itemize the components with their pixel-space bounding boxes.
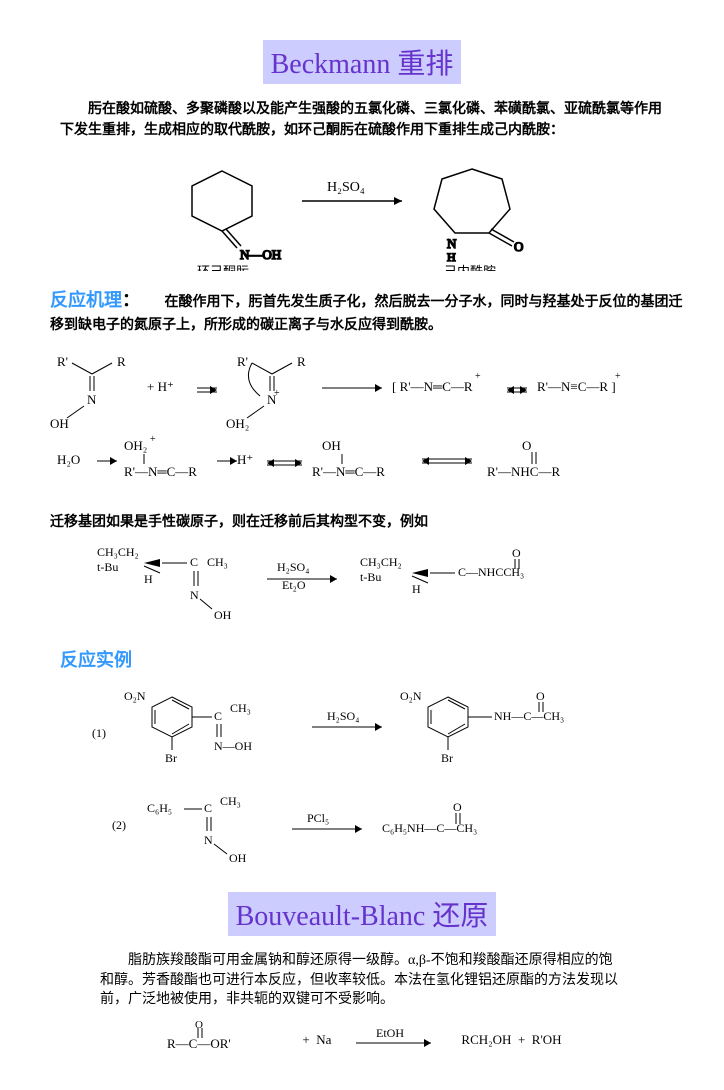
svg-text:O₂N: O₂N bbox=[400, 689, 422, 703]
example-2-scheme: (2) C₆H₅ C CH₃ N OH PCl₅ C₆H₅NH—C—CH₃ O bbox=[82, 787, 642, 872]
svg-text:+: + bbox=[615, 371, 621, 382]
svg-text:H⁺: H⁺ bbox=[237, 452, 253, 467]
right-label: 己内酰胺 bbox=[444, 264, 496, 271]
bb-plus: + Na bbox=[302, 1032, 331, 1048]
mechanism-text: 在酸作用下，肟首先发生质子化，然后脱去一分子水，同时与羟基处于反位的基团迁移到缺… bbox=[50, 295, 683, 333]
svg-text:[ R'—N═C—R: [ R'—N═C—R bbox=[392, 379, 473, 394]
svg-text:OH₂: OH₂ bbox=[124, 438, 147, 453]
svg-text:Br: Br bbox=[441, 751, 453, 765]
svg-text:R'—NHC—R: R'—NHC—R bbox=[487, 464, 560, 479]
svg-text:OH₂: OH₂ bbox=[226, 416, 249, 431]
svg-text:OH: OH bbox=[50, 416, 69, 431]
svg-text:OH: OH bbox=[322, 438, 341, 453]
svg-text:O: O bbox=[195, 1020, 203, 1031]
ex1-reagent: H₂SO₄ bbox=[327, 709, 359, 723]
chiral-scheme: CH₃CH₂ t-Bu H C CH₃ N OH H₂SO₄ Et₂O CH₃C… bbox=[82, 541, 642, 631]
svg-text:O: O bbox=[522, 438, 531, 453]
svg-text:R'—N═C—R: R'—N═C—R bbox=[312, 464, 385, 479]
svg-text:N: N bbox=[204, 833, 213, 847]
reagent-1: H₂SO₄ bbox=[327, 180, 365, 195]
svg-text:C: C bbox=[204, 801, 212, 815]
svg-text:N—OH: N—OH bbox=[214, 739, 252, 753]
svg-text:H: H bbox=[447, 250, 456, 264]
svg-text:CH₃: CH₃ bbox=[230, 701, 251, 715]
svg-text:+: + bbox=[274, 388, 280, 399]
svg-text:+ H⁺: + H⁺ bbox=[147, 379, 174, 394]
svg-text:N: N bbox=[190, 588, 199, 602]
svg-text:R'—N═C—R: R'—N═C—R bbox=[124, 464, 197, 479]
ex2-num: (2) bbox=[112, 818, 126, 832]
chiral-note: 迁移基团如果是手性碳原子，则在迁移前后其构型不变，例如 bbox=[50, 511, 674, 531]
scheme-cyclohexanone: N—OH 环己酮肟 H₂SO₄ O N H 己内酰胺 bbox=[142, 151, 582, 271]
svg-text:H: H bbox=[412, 582, 421, 596]
svg-text:t-Bu: t-Bu bbox=[97, 560, 118, 574]
svg-text:O: O bbox=[514, 239, 523, 254]
svg-text:R': R' bbox=[57, 354, 68, 369]
chiral-reagent2: Et₂O bbox=[282, 578, 306, 592]
bb-products: RCH₂OH + R'OH bbox=[461, 1032, 561, 1048]
svg-text:C—NHCCH₃: C—NHCCH₃ bbox=[458, 565, 524, 579]
svg-text:N: N bbox=[447, 236, 457, 251]
svg-text:O: O bbox=[512, 546, 521, 560]
beckmann-intro: 肟在酸如硫酸、多聚磷酸以及能产生强酸的五氯化磷、三氯化磷、苯磺酰氯、亚硫酰氯等作… bbox=[60, 99, 664, 141]
svg-text:O₂N: O₂N bbox=[124, 689, 146, 703]
left-label: 环己酮肟 bbox=[197, 264, 249, 271]
bouveault-intro: 脂肪族羧酸酯可用金属钠和醇还原得一级醇。α,β-不饱和羧酸酯还原得相应的饱和醇。… bbox=[100, 951, 624, 1010]
bouveault-title-block: Bouveault-Blanc 还原 bbox=[30, 892, 694, 936]
chiral-reagent1: H₂SO₄ bbox=[277, 560, 309, 574]
svg-text:H: H bbox=[144, 572, 153, 586]
svg-text:NH—C—CH₃: NH—C—CH₃ bbox=[494, 709, 564, 723]
svg-text:R': R' bbox=[237, 354, 248, 369]
svg-text:C: C bbox=[214, 709, 222, 723]
ex2-reagent: PCl₅ bbox=[307, 811, 329, 825]
svg-text:C: C bbox=[190, 555, 198, 569]
mechanism-scheme: R'R N OH + H⁺ R'R N+ OH₂ [ R'—N═C—R+ R'—… bbox=[42, 346, 682, 496]
svg-text:Br: Br bbox=[165, 751, 177, 765]
svg-text:O: O bbox=[453, 800, 462, 814]
svg-text:C₆H₅NH—C—CH₃: C₆H₅NH—C—CH₃ bbox=[382, 821, 477, 835]
svg-text:t-Bu: t-Bu bbox=[360, 570, 381, 584]
example-1-scheme: (1) O₂N CCH₃ N—OH Br H₂SO₄ O₂N NH—C—CH₃ … bbox=[62, 682, 662, 777]
svg-text:R'—N≡C—R ]: R'—N≡C—R ] bbox=[537, 379, 616, 394]
svg-text:CH₃CH₂: CH₃CH₂ bbox=[360, 555, 402, 569]
svg-text:+: + bbox=[475, 371, 481, 382]
ex1-num: (1) bbox=[92, 726, 106, 740]
svg-text:R: R bbox=[117, 354, 126, 369]
oxime-n: N—OH bbox=[240, 247, 281, 262]
bouveault-scheme: R—C—OR' O + Na EtOH RCH₂OH + R'OH bbox=[30, 1020, 694, 1060]
svg-text:C₆H₅: C₆H₅ bbox=[147, 801, 172, 815]
svg-text:+: + bbox=[150, 434, 156, 445]
svg-text:O: O bbox=[536, 689, 545, 703]
mechanism-header: 反应机理： 在酸作用下，肟首先发生质子化，然后脱去一分子水，同时与羟基处于反位的… bbox=[50, 286, 694, 336]
svg-text:R—C—OR': R—C—OR' bbox=[167, 1036, 231, 1051]
svg-text:CH₃: CH₃ bbox=[207, 555, 228, 569]
bb-ester: R—C—OR' O bbox=[162, 1020, 282, 1060]
beckmann-title: Beckmann 重排 bbox=[263, 40, 462, 84]
beckmann-title-block: Beckmann 重排 bbox=[30, 40, 694, 84]
svg-text:OH: OH bbox=[229, 851, 247, 865]
svg-text:H₂O: H₂O bbox=[57, 452, 80, 467]
svg-text:R: R bbox=[297, 354, 306, 369]
svg-text:OH: OH bbox=[214, 608, 232, 622]
bouveault-title: Bouveault-Blanc 还原 bbox=[228, 892, 497, 936]
bb-arrow: EtOH bbox=[351, 1025, 441, 1055]
example-header: 反应实例 bbox=[60, 646, 694, 672]
mechanism-label: 反应机理 bbox=[50, 290, 122, 310]
bb-reagent: EtOH bbox=[376, 1026, 404, 1040]
svg-text:N: N bbox=[87, 392, 97, 407]
svg-text:CH₃CH₂: CH₃CH₂ bbox=[97, 545, 139, 559]
svg-text:CH₃: CH₃ bbox=[220, 794, 241, 808]
